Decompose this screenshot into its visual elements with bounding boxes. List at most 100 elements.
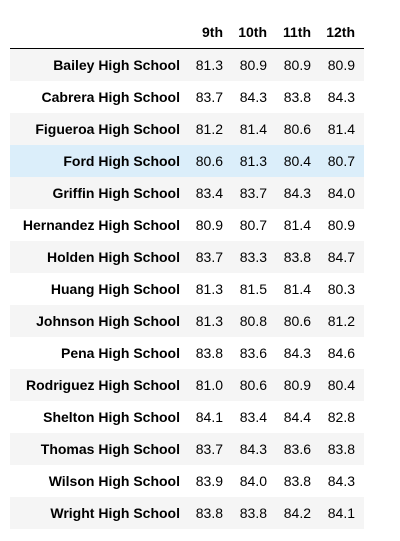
cell-score-9th: 84.1	[195, 409, 223, 425]
cell-score-11th: 80.9	[283, 377, 311, 393]
cell-score-12th: 80.7	[327, 153, 355, 169]
cell-score-9th: 83.9	[195, 473, 223, 489]
cell-score-11th: 80.9	[283, 57, 311, 73]
table-row: Wright High School 83.8 83.8 84.2 84.1	[10, 497, 364, 529]
cell-score-9th: 81.0	[195, 377, 223, 393]
row-label-school: Bailey High School	[53, 57, 180, 73]
cell-score-12th: 81.4	[327, 121, 355, 137]
column-header-12th: 12th	[320, 16, 364, 49]
cell-score-12th: 84.3	[327, 89, 355, 105]
cell-score-11th: 80.6	[283, 313, 311, 329]
row-label-school: Johnson High School	[36, 313, 180, 329]
column-header-9th: 9th	[188, 16, 232, 49]
cell-score-12th: 82.8	[327, 409, 355, 425]
cell-score-9th: 83.7	[195, 89, 223, 105]
cell-score-12th: 84.7	[327, 249, 355, 265]
cell-score-10th: 80.8	[239, 313, 267, 329]
table-row: Figueroa High School 81.2 81.4 80.6 81.4	[10, 113, 364, 145]
row-label-school: Wright High School	[50, 505, 180, 521]
table-row: Rodriguez High School 81.0 80.6 80.9 80.4	[10, 369, 364, 401]
cell-score-12th: 84.0	[327, 185, 355, 201]
row-label-school: Shelton High School	[43, 409, 180, 425]
row-label-school: Pena High School	[60, 345, 180, 361]
row-label-school: Thomas High School	[40, 441, 180, 457]
cell-score-9th: 83.4	[195, 185, 223, 201]
cell-score-9th: 81.3	[195, 313, 223, 329]
cell-score-10th: 81.3	[239, 153, 267, 169]
cell-score-10th: 83.8	[239, 505, 267, 521]
row-label-school: Griffin High School	[52, 185, 180, 201]
row-label-school: Rodriguez High School	[26, 377, 180, 393]
cell-score-10th: 81.4	[239, 121, 267, 137]
cell-score-11th: 80.6	[283, 121, 311, 137]
table-row: Cabrera High School 83.7 84.3 83.8 84.3	[10, 81, 364, 113]
cell-score-12th: 80.3	[327, 281, 355, 297]
cell-score-10th: 84.0	[239, 473, 267, 489]
column-header-10th: 10th	[232, 16, 276, 49]
cell-score-12th: 84.6	[327, 345, 355, 361]
cell-score-9th: 81.2	[195, 121, 223, 137]
table-body: Bailey High School 81.3 80.9 80.9 80.9 Cabrer…	[10, 48, 364, 529]
cell-score-11th: 84.3	[283, 185, 311, 201]
scores-by-grade-table: 9th 10th 11th 12th Bailey High School 81.…	[10, 16, 364, 529]
cell-score-10th: 81.5	[239, 281, 267, 297]
cell-score-11th: 84.2	[283, 505, 311, 521]
column-header-11th: 11th	[276, 16, 320, 49]
index-header	[10, 16, 188, 49]
cell-score-11th: 80.4	[283, 153, 311, 169]
cell-score-11th: 83.8	[283, 249, 311, 265]
table-row: Pena High School 83.8 83.6 84.3 84.6	[10, 337, 364, 369]
row-label-school: Hernandez High School	[22, 217, 180, 233]
cell-score-12th: 84.1	[327, 505, 355, 521]
cell-score-12th: 80.9	[327, 217, 355, 233]
cell-score-9th: 83.7	[195, 441, 223, 457]
row-label-school: Wilson High School	[48, 473, 180, 489]
cell-score-10th: 80.7	[239, 217, 267, 233]
cell-score-9th: 80.6	[195, 153, 223, 169]
cell-score-10th: 83.6	[239, 345, 267, 361]
cell-score-11th: 81.4	[283, 217, 311, 233]
table-row: Ford High School 80.6 81.3 80.4 80.7	[10, 145, 364, 177]
table-row: Wilson High School 83.9 84.0 83.8 84.3	[10, 465, 364, 497]
cell-score-12th: 83.8	[327, 441, 355, 457]
row-label-school: Cabrera High School	[41, 89, 180, 105]
header-row: 9th 10th 11th 12th	[10, 16, 364, 49]
row-label-school: Ford High School	[63, 153, 180, 169]
table-row: Hernandez High School 80.9 80.7 81.4 80.9	[10, 209, 364, 241]
row-label-school: Figueroa High School	[35, 121, 180, 137]
cell-score-9th: 81.3	[195, 281, 223, 297]
cell-score-12th: 81.2	[327, 313, 355, 329]
cell-score-10th: 80.6	[239, 377, 267, 393]
table-row: Thomas High School 83.7 84.3 83.6 83.8	[10, 433, 364, 465]
cell-score-9th: 80.9	[195, 217, 223, 233]
cell-score-11th: 84.3	[283, 345, 311, 361]
cell-score-10th: 83.7	[239, 185, 267, 201]
cell-score-12th: 80.4	[327, 377, 355, 393]
cell-score-9th: 83.8	[195, 505, 223, 521]
row-label-school: Holden High School	[47, 249, 180, 265]
cell-score-12th: 80.9	[327, 57, 355, 73]
dataframe-container: 9th 10th 11th 12th Bailey High School 81.…	[10, 16, 364, 529]
cell-score-10th: 80.9	[239, 57, 267, 73]
table-row: Shelton High School 84.1 83.4 84.4 82.8	[10, 401, 364, 433]
cell-score-10th: 83.4	[239, 409, 267, 425]
cell-score-10th: 84.3	[239, 89, 267, 105]
cell-score-11th: 83.8	[283, 473, 311, 489]
table-row: Holden High School 83.7 83.3 83.8 84.7	[10, 241, 364, 273]
cell-score-11th: 84.4	[283, 409, 311, 425]
cell-score-9th: 81.3	[195, 57, 223, 73]
table-row: Griffin High School 83.4 83.7 84.3 84.0	[10, 177, 364, 209]
cell-score-9th: 83.8	[195, 345, 223, 361]
cell-score-11th: 81.4	[283, 281, 311, 297]
table-header: 9th 10th 11th 12th	[10, 16, 364, 49]
cell-score-11th: 83.6	[283, 441, 311, 457]
cell-score-9th: 83.7	[195, 249, 223, 265]
cell-score-10th: 83.3	[239, 249, 267, 265]
row-label-school: Huang High School	[50, 281, 180, 297]
cell-score-10th: 84.3	[239, 441, 267, 457]
table-row: Johnson High School 81.3 80.8 80.6 81.2	[10, 305, 364, 337]
cell-score-12th: 84.3	[327, 473, 355, 489]
table-row: Bailey High School 81.3 80.9 80.9 80.9	[10, 48, 364, 81]
table-row: Huang High School 81.3 81.5 81.4 80.3	[10, 273, 364, 305]
cell-score-11th: 83.8	[283, 89, 311, 105]
